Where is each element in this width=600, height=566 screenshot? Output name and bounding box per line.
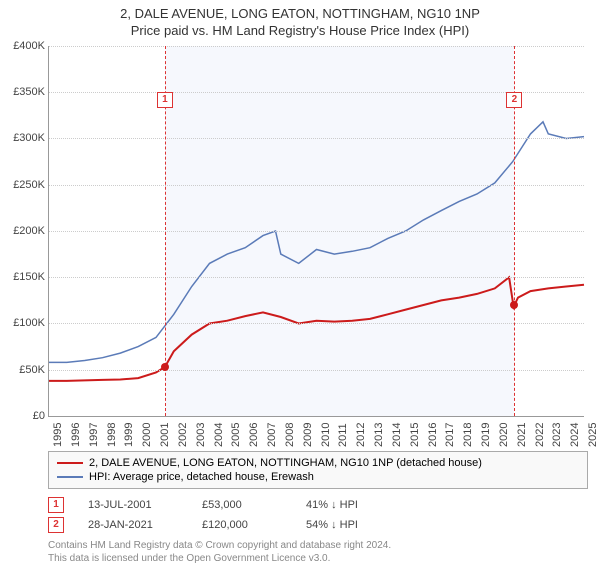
chart-plot-area: £0£50K£100K£150K£200K£250K£300K£350K£400… bbox=[48, 46, 584, 417]
chart-title: 2, DALE AVENUE, LONG EATON, NOTTINGHAM, … bbox=[0, 6, 600, 40]
legend-box: 2, DALE AVENUE, LONG EATON, NOTTINGHAM, … bbox=[48, 451, 588, 489]
x-tick-label: 2008 bbox=[284, 422, 296, 446]
legend-label: HPI: Average price, detached house, Erew… bbox=[89, 471, 314, 483]
footer-line: Contains HM Land Registry data © Crown c… bbox=[48, 539, 588, 552]
table-row: 2 28-JAN-2021 £120,000 54% ↓ HPI bbox=[48, 515, 588, 535]
x-tick-label: 2006 bbox=[248, 422, 260, 446]
x-tick-label: 2003 bbox=[195, 422, 207, 446]
legend-swatch bbox=[57, 462, 83, 464]
event-price: £53,000 bbox=[202, 499, 282, 511]
y-tick-label: £200K bbox=[1, 225, 45, 237]
y-tick-label: £100K bbox=[1, 317, 45, 329]
x-tick-label: 2007 bbox=[266, 422, 278, 446]
x-tick-label: 2020 bbox=[498, 422, 510, 446]
footer-line: This data is licensed under the Open Gov… bbox=[48, 552, 588, 565]
footer-attribution: Contains HM Land Registry data © Crown c… bbox=[48, 539, 588, 565]
legend-label: 2, DALE AVENUE, LONG EATON, NOTTINGHAM, … bbox=[89, 457, 482, 469]
event-dot bbox=[161, 363, 169, 371]
x-tick-label: 2001 bbox=[159, 422, 171, 446]
x-tick-label: 2009 bbox=[302, 422, 314, 446]
event-diff: 54% ↓ HPI bbox=[306, 519, 358, 531]
x-tick-label: 2017 bbox=[444, 422, 456, 446]
title-line1: 2, DALE AVENUE, LONG EATON, NOTTINGHAM, … bbox=[0, 6, 600, 23]
x-axis-labels: 1995 1996 1997 1998 1999 2000 2001 2002 2003 2004… bbox=[48, 417, 583, 447]
x-tick-label: 2022 bbox=[534, 422, 546, 446]
y-tick-label: £250K bbox=[1, 179, 45, 191]
series-price_paid bbox=[49, 277, 584, 381]
y-tick-label: £50K bbox=[1, 364, 45, 376]
event-diff: 41% ↓ HPI bbox=[306, 499, 358, 511]
event-date: 28-JAN-2021 bbox=[88, 519, 178, 531]
event-marker-box: 1 bbox=[157, 92, 173, 108]
legend-row: 2, DALE AVENUE, LONG EATON, NOTTINGHAM, … bbox=[57, 456, 579, 470]
y-tick-label: £150K bbox=[1, 271, 45, 283]
x-tick-label: 1997 bbox=[88, 422, 100, 446]
event-badge: 2 bbox=[48, 517, 64, 533]
table-row: 1 13-JUL-2001 £53,000 41% ↓ HPI bbox=[48, 495, 588, 515]
x-tick-label: 2012 bbox=[355, 422, 367, 446]
event-date: 13-JUL-2001 bbox=[88, 499, 178, 511]
event-price: £120,000 bbox=[202, 519, 282, 531]
x-tick-label: 2024 bbox=[569, 422, 581, 446]
series-hpi bbox=[49, 122, 584, 363]
x-tick-label: 2023 bbox=[551, 422, 563, 446]
x-tick-label: 2002 bbox=[177, 422, 189, 446]
x-tick-label: 2019 bbox=[480, 422, 492, 446]
x-tick-label: 2014 bbox=[391, 422, 403, 446]
x-tick-label: 2021 bbox=[516, 422, 528, 446]
events-table: 1 13-JUL-2001 £53,000 41% ↓ HPI 2 28-JAN… bbox=[48, 495, 588, 535]
y-tick-label: £350K bbox=[1, 86, 45, 98]
title-line2: Price paid vs. HM Land Registry's House … bbox=[0, 23, 600, 40]
event-dot bbox=[510, 301, 518, 309]
x-tick-label: 1996 bbox=[70, 422, 82, 446]
x-tick-label: 1998 bbox=[106, 422, 118, 446]
event-badge: 1 bbox=[48, 497, 64, 513]
x-tick-label: 2015 bbox=[409, 422, 421, 446]
y-tick-label: £300K bbox=[1, 132, 45, 144]
x-tick-label: 2025 bbox=[587, 422, 599, 446]
x-tick-label: 2016 bbox=[427, 422, 439, 446]
y-tick-label: £0 bbox=[1, 410, 45, 422]
x-tick-label: 2004 bbox=[213, 422, 225, 446]
x-tick-label: 1999 bbox=[123, 422, 135, 446]
x-tick-label: 2011 bbox=[337, 423, 349, 447]
x-tick-label: 1995 bbox=[52, 422, 64, 446]
x-tick-label: 2005 bbox=[230, 422, 242, 446]
x-tick-label: 2018 bbox=[462, 422, 474, 446]
legend-row: HPI: Average price, detached house, Erew… bbox=[57, 470, 579, 484]
x-tick-label: 2010 bbox=[320, 422, 332, 446]
legend-swatch bbox=[57, 476, 83, 478]
event-marker-box: 2 bbox=[506, 92, 522, 108]
x-tick-label: 2000 bbox=[141, 422, 153, 446]
y-tick-label: £400K bbox=[1, 40, 45, 52]
x-tick-label: 2013 bbox=[373, 422, 385, 446]
